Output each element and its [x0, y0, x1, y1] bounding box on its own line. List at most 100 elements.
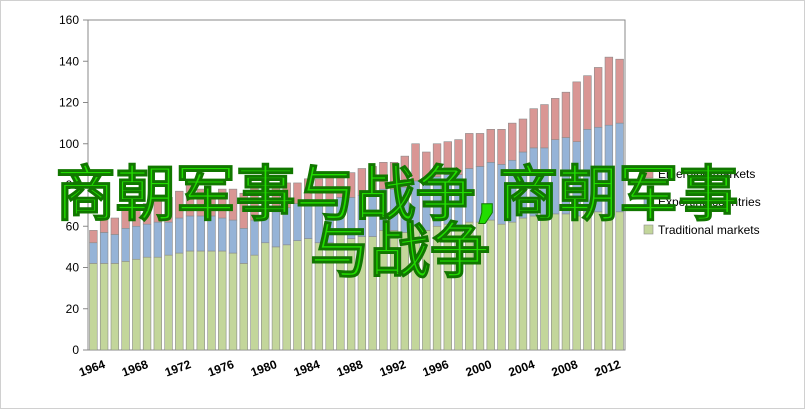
bar-segment — [529, 108, 538, 149]
bar-segment — [99, 232, 109, 264]
bar-segment — [508, 122, 517, 161]
bar-segment — [132, 205, 141, 227]
bar-segment — [185, 184, 195, 217]
bar-segment — [615, 58, 624, 124]
bar-segment — [218, 188, 227, 219]
bar-segment — [379, 162, 388, 190]
bar-segment — [475, 133, 485, 167]
bar-segment — [540, 104, 549, 149]
bar-segment — [121, 261, 130, 351]
bar-segment — [325, 176, 334, 202]
bar-segment — [121, 209, 130, 229]
bar-segment — [239, 228, 248, 264]
legend-label: Traditional markets — [658, 223, 760, 237]
bar-segment — [110, 234, 120, 264]
bar-segment — [583, 211, 592, 351]
bar-segment — [368, 166, 377, 194]
bar-segment — [153, 256, 162, 351]
bar-segment — [486, 129, 495, 163]
bar-segment — [142, 256, 152, 351]
bar-segment — [593, 211, 603, 351]
bar-segment — [411, 143, 420, 182]
legend-swatch — [643, 168, 654, 179]
bar-segment — [561, 91, 571, 138]
y-tick-label: 40 — [66, 261, 80, 275]
y-tick-label: 80 — [66, 178, 80, 192]
bar-segment — [497, 223, 506, 351]
bar-segment — [218, 250, 227, 351]
bar-segment — [239, 192, 248, 229]
y-tick-label: 20 — [66, 302, 80, 316]
bar-segment — [261, 242, 270, 351]
bar-segment — [389, 162, 399, 190]
bar-segment — [540, 217, 549, 351]
bar-segment — [89, 242, 98, 264]
bar-segment — [99, 263, 109, 351]
bar-segment — [357, 168, 367, 196]
bar-segment — [615, 211, 624, 351]
bar-segment — [465, 133, 474, 169]
bar-segment — [185, 250, 195, 351]
bar-segment — [196, 188, 205, 217]
bar-segment — [99, 217, 109, 233]
bar-segment — [572, 215, 581, 351]
bar-segment — [261, 180, 270, 211]
bar-segment — [175, 252, 184, 351]
bar-segment — [239, 263, 248, 351]
bar-segment — [314, 178, 324, 202]
bar-segment — [508, 221, 517, 351]
bar-segment — [443, 141, 452, 175]
bar-segment — [282, 244, 291, 351]
bar-segment — [89, 263, 98, 351]
bar-segment — [164, 197, 173, 223]
bar-segment — [132, 225, 141, 260]
bar-segment — [271, 246, 281, 351]
bar-segment — [432, 143, 442, 178]
bar-segment — [551, 98, 560, 140]
bar-segment — [228, 188, 238, 221]
bar-segment — [142, 203, 152, 225]
bar-segment — [250, 184, 259, 221]
watermark: 与战争 — [310, 217, 490, 287]
bar-segment — [293, 182, 302, 204]
bar-segment — [228, 252, 238, 351]
bar-segment — [561, 213, 571, 351]
y-tick-label: 160 — [59, 13, 79, 27]
bar-segment — [604, 213, 614, 351]
bar-segment — [454, 139, 463, 175]
bar-segment — [497, 129, 506, 165]
watermark: 商朝军事与战争,商朝军事 — [56, 160, 739, 230]
bar-segment — [593, 67, 603, 128]
legend-swatch — [643, 196, 654, 207]
bar-segment — [604, 56, 614, 126]
y-tick-label: 140 — [59, 54, 79, 68]
bar-segment — [551, 213, 560, 351]
bar-segment — [336, 172, 345, 198]
bar-segment — [153, 199, 162, 223]
bar-segment — [422, 151, 431, 186]
legend-label: Exporting countries — [658, 195, 761, 209]
bar-segment — [518, 118, 528, 153]
bar-segment — [250, 254, 259, 351]
bar-segment — [110, 217, 120, 235]
bar-segment — [529, 215, 538, 351]
bar-segment — [196, 250, 205, 351]
bar-segment — [400, 155, 409, 188]
bar-segment — [121, 228, 130, 262]
bar-segment — [304, 178, 313, 200]
y-tick-label: 60 — [66, 219, 80, 233]
bar-segment — [110, 263, 120, 351]
bar-segment — [207, 250, 216, 351]
y-tick-label: 100 — [59, 137, 79, 151]
bar-segment — [293, 240, 302, 351]
bar-segment — [271, 184, 281, 213]
bar-segment — [175, 190, 184, 219]
bar-segment — [164, 254, 173, 351]
legend-label: Emerging markets — [658, 167, 755, 181]
bar-segment — [132, 258, 141, 351]
bar-segment — [282, 182, 291, 208]
bar-segment — [346, 172, 356, 198]
y-tick-label: 120 — [59, 96, 79, 110]
bar-segment — [583, 75, 592, 130]
